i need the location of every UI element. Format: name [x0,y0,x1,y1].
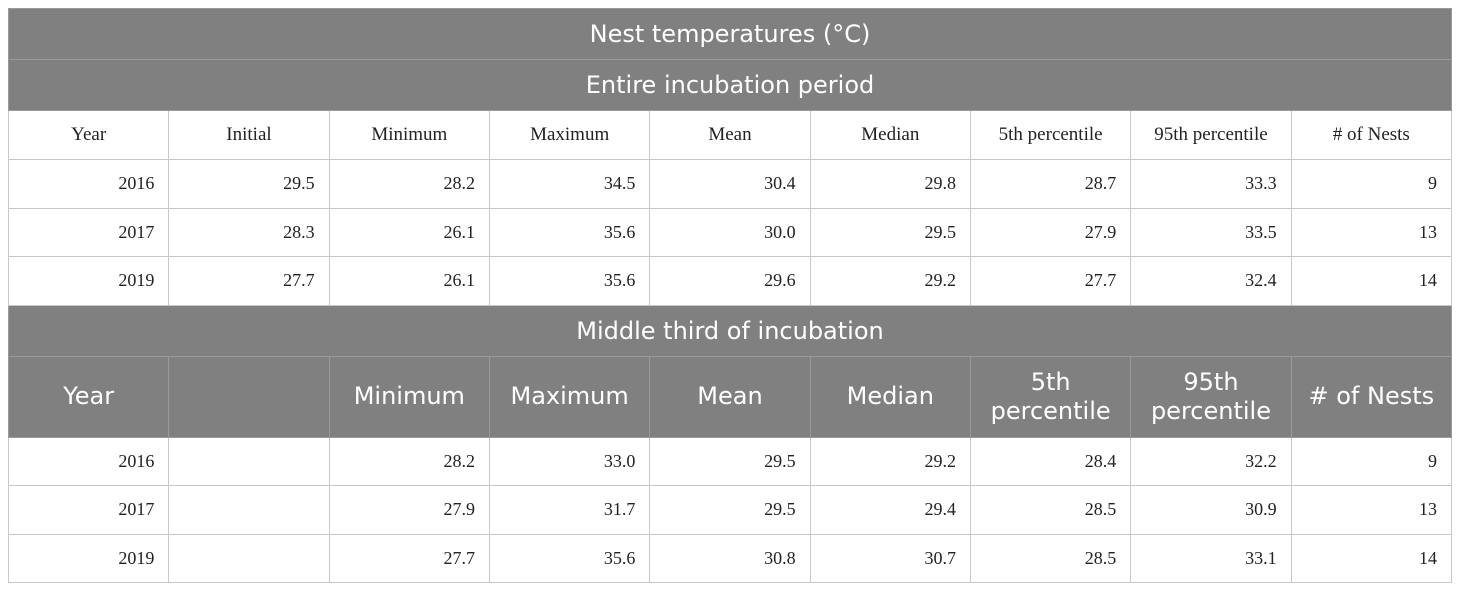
data-row: 2017 28.3 26.1 35.6 30.0 29.5 27.9 33.5 13 [7,207,1453,257]
header-row: Year Minimum Maximum Mean Median 5th percenti… [7,355,1453,438]
data-cell: 14 [1290,533,1453,583]
header-cell: Minimum [328,110,490,160]
header-cell: Maximum [488,110,651,160]
band-row: Nest temperatures (°C) [8,8,1452,60]
data-cell: 29.5 [168,159,330,209]
data-cell: 30.0 [649,207,811,257]
data-cell: 2017 [7,207,170,257]
data-cell: 29.2 [809,256,971,306]
band-row: Entire incubation period [8,59,1452,111]
band-title: Middle third of incubation [8,304,1452,357]
empty-cell [168,485,330,535]
header-cell: Maximum [488,355,651,438]
band-row: Middle third of incubation [8,304,1452,357]
empty-cell [168,436,330,486]
data-cell: 30.8 [649,533,811,583]
data-cell: 34.5 [488,159,651,209]
data-cell: 30.9 [1130,485,1292,535]
data-cell: 33.3 [1130,159,1292,209]
header-row: Year Initial Minimum Maximum Mean Median 5th p… [7,110,1453,160]
data-cell: 29.4 [809,485,971,535]
data-row: 2019 27.7 35.6 30.8 30.7 28.5 33.1 14 [7,533,1453,583]
data-cell: 2017 [7,485,170,535]
data-row: 2016 29.5 28.2 34.5 30.4 29.8 28.7 33.3 9 [7,159,1453,209]
data-cell: 28.2 [328,436,490,486]
header-cell: 5th percentile [969,355,1132,438]
data-cell: 31.7 [488,485,651,535]
header-cell: # of Nests [1290,355,1453,438]
data-cell: 33.0 [488,436,651,486]
data-cell: 33.1 [1130,533,1292,583]
data-cell: 29.2 [809,436,971,486]
header-cell: Year [7,355,170,438]
data-cell: 14 [1290,256,1453,306]
header-cell: 95th percentile [1130,355,1292,438]
data-cell: 2019 [7,533,170,583]
data-cell: 27.7 [328,533,490,583]
data-cell: 27.7 [969,256,1132,306]
data-cell: 30.4 [649,159,811,209]
data-cell: 29.5 [649,436,811,486]
band-title: Nest temperatures (°C) [8,8,1452,60]
data-cell: 28.4 [969,436,1132,486]
header-cell: Median [809,355,971,438]
data-cell: 30.7 [809,533,971,583]
header-cell: 95th percentile [1130,110,1292,160]
data-cell: 29.5 [649,485,811,535]
header-cell: 5th percentile [969,110,1132,160]
data-cell: 35.6 [488,207,651,257]
temperature-table: Nest temperatures (°C) Entire incubation … [7,8,1453,583]
data-cell: 28.3 [168,207,330,257]
header-cell: Mean [649,110,811,160]
header-cell: Initial [168,110,330,160]
empty-cell [168,355,330,438]
header-cell: Year [7,110,170,160]
data-cell: 13 [1290,207,1453,257]
data-cell: 2019 [7,256,170,306]
data-cell: 28.5 [969,485,1132,535]
data-cell: 26.1 [328,207,490,257]
header-cell: Mean [649,355,811,438]
data-cell: 35.6 [488,533,651,583]
data-cell: 28.7 [969,159,1132,209]
data-cell: 9 [1290,159,1453,209]
data-cell: 27.9 [969,207,1132,257]
data-cell: 2016 [7,159,170,209]
data-cell: 32.4 [1130,256,1292,306]
data-cell: 29.8 [809,159,971,209]
data-cell: 32.2 [1130,436,1292,486]
data-row: 2017 27.9 31.7 29.5 29.4 28.5 30.9 13 [7,485,1453,535]
data-cell: 28.2 [328,159,490,209]
empty-cell [168,533,330,583]
data-cell: 13 [1290,485,1453,535]
data-cell: 9 [1290,436,1453,486]
data-row: 2016 28.2 33.0 29.5 29.2 28.4 32.2 9 [7,436,1453,486]
data-cell: 33.5 [1130,207,1292,257]
data-cell: 29.5 [809,207,971,257]
data-cell: 29.6 [649,256,811,306]
header-cell: Minimum [328,355,490,438]
band-title: Entire incubation period [8,59,1452,111]
header-cell: Median [809,110,971,160]
data-cell: 27.9 [328,485,490,535]
header-cell: # of Nests [1290,110,1453,160]
data-cell: 28.5 [969,533,1132,583]
data-cell: 26.1 [328,256,490,306]
data-row: 2019 27.7 26.1 35.6 29.6 29.2 27.7 32.4 14 [7,256,1453,306]
table-body: Nest temperatures (°C) Entire incubation … [7,8,1453,583]
data-cell: 35.6 [488,256,651,306]
data-cell: 27.7 [168,256,330,306]
data-cell: 2016 [7,436,170,486]
